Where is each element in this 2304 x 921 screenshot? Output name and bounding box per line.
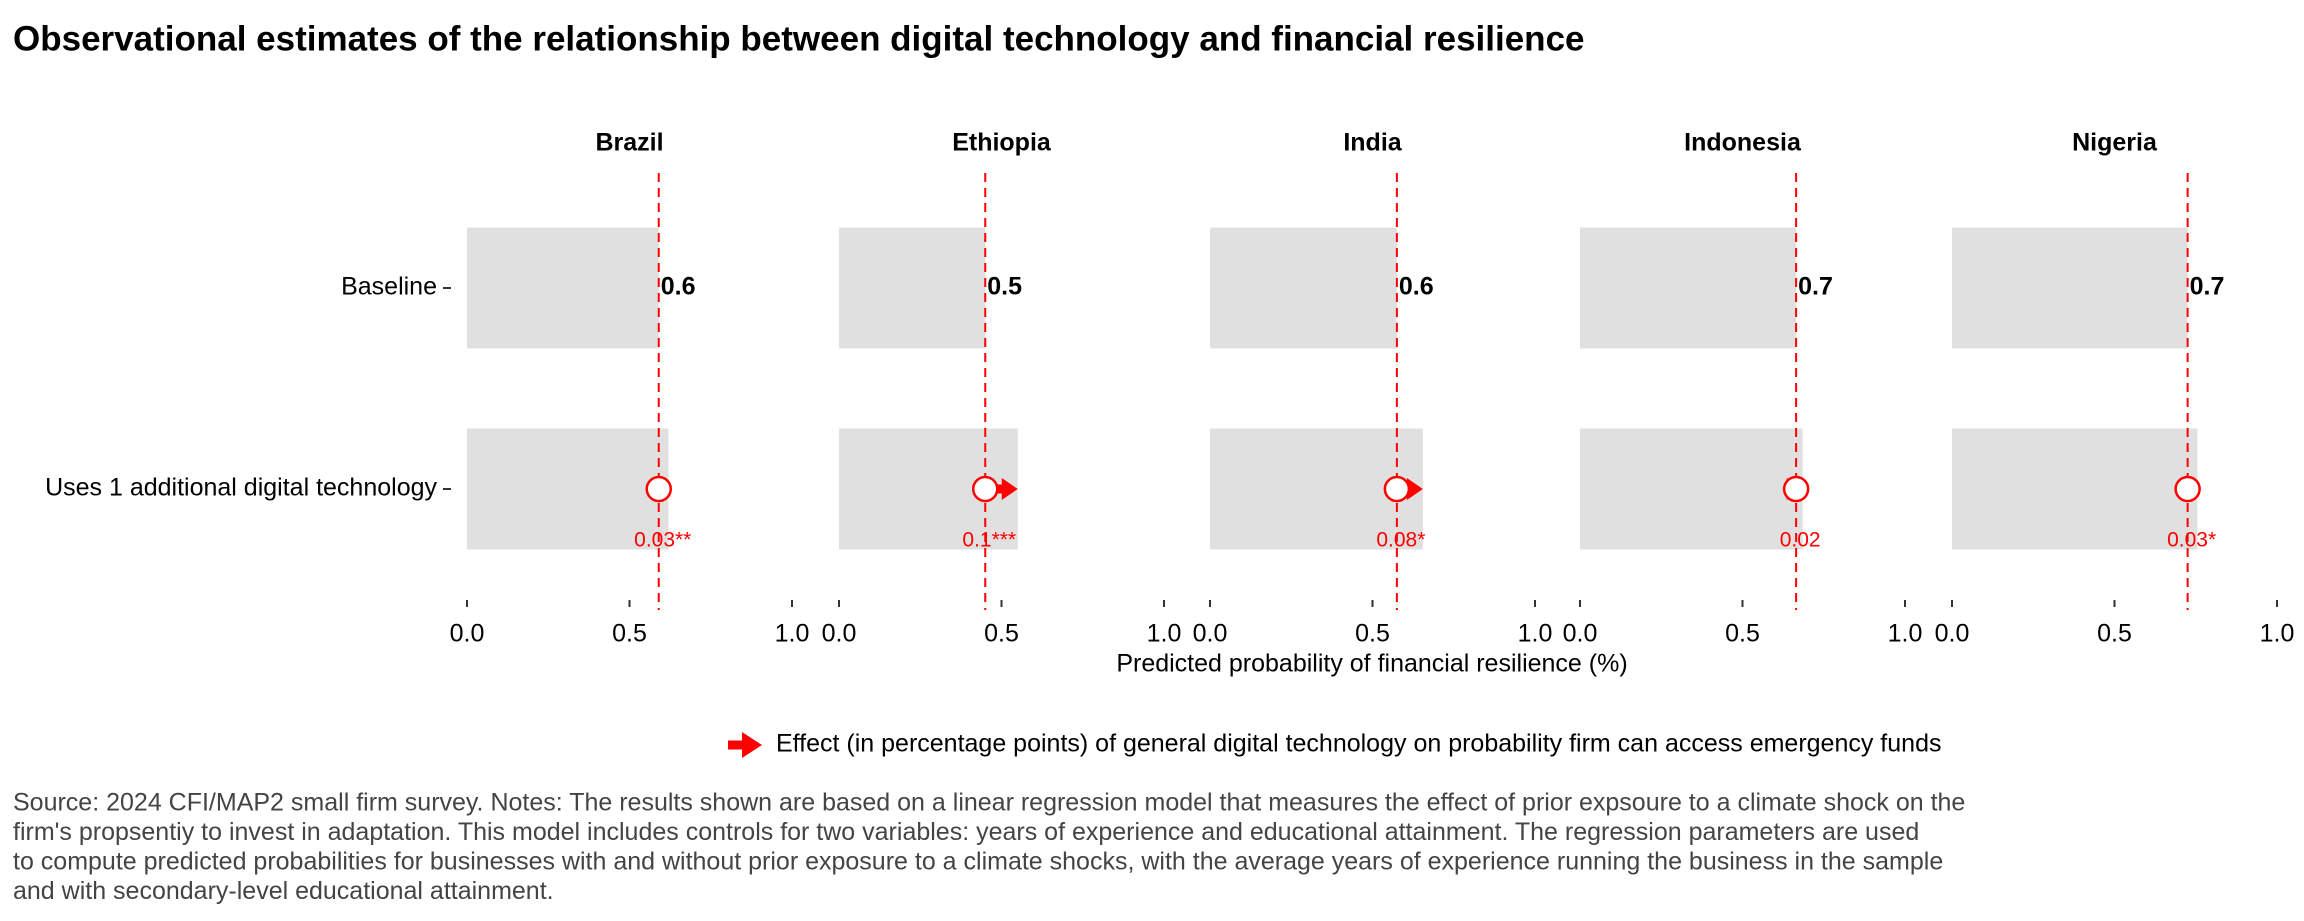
x-tick-label: 1.0 (1888, 620, 1923, 648)
facet-title: Nigeria (2072, 129, 2158, 157)
x-tick-label: 0.5 (612, 620, 647, 648)
baseline-label: 0.7 (1798, 273, 1833, 301)
facet-title: Brazil (595, 129, 663, 157)
baseline-point (972, 475, 999, 503)
x-tick-label: 0.5 (984, 620, 1019, 648)
x-tick-label: 1.0 (1147, 620, 1182, 648)
x-tick-label: 0.0 (1193, 620, 1228, 648)
x-axis-label: Predicted probability of financial resil… (1116, 650, 1627, 678)
baseline-label: 0.6 (661, 273, 696, 301)
legend-label: Effect (in percentage points) of general… (776, 730, 1941, 758)
note: firm's propsentiy to invest in adaptatio… (13, 818, 1919, 846)
legend-key (742, 732, 762, 758)
note: and with secondary-level educational att… (13, 877, 554, 905)
y-tick-label: Baseline (341, 273, 437, 301)
effect-label: 0.03* (2167, 529, 2216, 552)
chart-title: Observational estimates of the relations… (13, 19, 1585, 58)
baseline-point (645, 475, 672, 503)
bar (1210, 227, 1397, 349)
facet-title: Ethiopia (952, 129, 1052, 157)
bar (1580, 428, 1803, 550)
x-tick-label: 0.5 (1725, 620, 1760, 648)
baseline-point (1782, 475, 1810, 503)
bar (839, 227, 986, 349)
baseline-label: 0.7 (2190, 273, 2225, 301)
effect-label: 0.03** (634, 529, 691, 552)
bar (1952, 428, 2198, 550)
y-tick-label: Uses 1 additional digital technology (45, 474, 437, 502)
facet-title: Indonesia (1684, 129, 1802, 157)
x-tick-label: 0.0 (450, 620, 485, 648)
baseline-label: 0.6 (1399, 273, 1434, 301)
x-tick-label: 0.0 (1563, 620, 1598, 648)
baseline-point (2174, 475, 2201, 503)
effect-label: 0.02 (1780, 529, 1821, 552)
effect-label: 0.1*** (962, 529, 1016, 552)
bar (467, 428, 669, 550)
x-tick-label: 1.0 (2260, 620, 2295, 648)
baseline-label: 0.5 (987, 273, 1022, 301)
note: to compute predicted probabilities for b… (13, 848, 1943, 876)
baseline-point (1383, 475, 1411, 503)
bar (467, 227, 659, 349)
facet-title: India (1343, 129, 1402, 157)
x-tick-label: 0.0 (822, 620, 857, 648)
x-tick-label: 0.5 (1355, 620, 1390, 648)
effect-label: 0.08* (1376, 529, 1425, 552)
x-tick-label: 0.5 (2097, 620, 2132, 648)
x-tick-label: 1.0 (775, 620, 810, 648)
bar (1580, 227, 1797, 349)
note: Source: 2024 CFI/MAP2 small firm survey.… (13, 789, 1965, 817)
x-tick-label: 0.0 (1935, 620, 1970, 648)
x-tick-label: 1.0 (1518, 620, 1553, 648)
bar (1952, 227, 2188, 349)
